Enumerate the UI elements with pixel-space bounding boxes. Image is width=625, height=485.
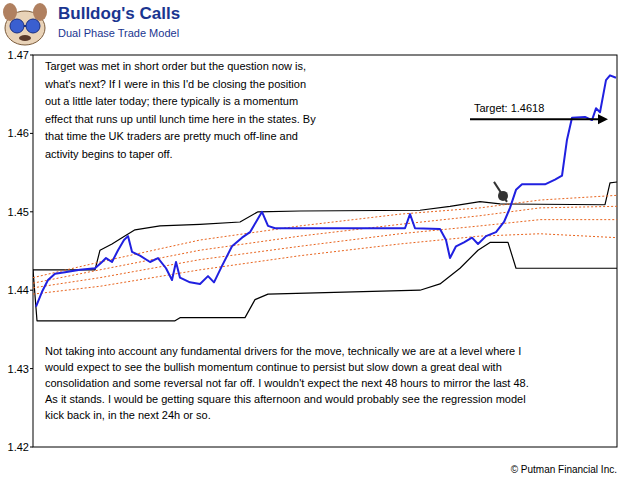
series-line: [36, 75, 616, 306]
tick-mark: [30, 55, 33, 56]
annotation-line: out a little later today; there typicall…: [45, 95, 298, 107]
tick-label: 1.46: [8, 127, 29, 139]
series-line: [33, 242, 617, 320]
signal-tail: [494, 182, 507, 202]
logo-glass: [10, 19, 24, 33]
annotation-line: Target was met in short order but the qu…: [45, 60, 306, 72]
target-label: Target: 1.4618: [474, 102, 544, 114]
logo-nose: [19, 35, 31, 41]
tick-mark: [30, 133, 33, 134]
tick-mark: [30, 290, 33, 291]
tick-mark: [30, 211, 33, 212]
tick-mark: [30, 368, 33, 369]
plot-area: [33, 75, 617, 320]
title: Bulldog's Calls: [58, 4, 180, 23]
annotation-line: effect that runs up until lunch time her…: [45, 113, 316, 125]
logo: [3, 3, 47, 45]
tick-label: 1.42: [8, 441, 29, 453]
target-arrow: [470, 114, 608, 124]
annotation-line: consolidation and some reversal not far …: [45, 377, 529, 389]
annotation-line: that time the UK traders are pretty much…: [45, 130, 298, 142]
subtitle: Dual Phase Trade Model: [58, 27, 179, 39]
annotation-line: what's next? If I were in this I'd be cl…: [44, 78, 306, 90]
tick-mark: [30, 447, 33, 448]
series-line: [33, 182, 617, 270]
annotation: Target was met in short order but the qu…: [44, 60, 316, 160]
signal-dot: [498, 191, 508, 201]
annotation-line: would expect to see the bullish momentum…: [44, 361, 502, 373]
logo-glass: [26, 19, 40, 33]
annotation: Not taking into account any fundamental …: [44, 345, 529, 421]
logo-bridge: [24, 25, 26, 27]
tick-label: 1.47: [8, 49, 29, 61]
annotation-line: As it stands. I would be getting square …: [45, 393, 526, 405]
credit: © Putman Financial Inc.: [511, 464, 617, 475]
tick-label: 1.44: [8, 284, 29, 296]
series-line: [33, 220, 617, 288]
signal-marker: [494, 182, 508, 202]
logo-ear: [33, 3, 47, 21]
logo-ear: [3, 3, 17, 21]
tick-label: 1.43: [8, 363, 29, 375]
chart: Bulldog's Calls Dual Phase Trade Model 1.4…: [0, 0, 625, 485]
annotation-line: kick back in, in the next 24h or so.: [45, 409, 211, 421]
plot-frame: [33, 55, 617, 447]
background: [0, 0, 625, 485]
annotation-line: activity begins to taper off.: [45, 148, 173, 160]
tick-label: 1.45: [8, 206, 29, 218]
target-line: [470, 118, 598, 120]
series-line: [33, 234, 617, 294]
target-head: [598, 114, 608, 124]
annotation-line: Not taking into account any fundamental …: [45, 345, 521, 357]
